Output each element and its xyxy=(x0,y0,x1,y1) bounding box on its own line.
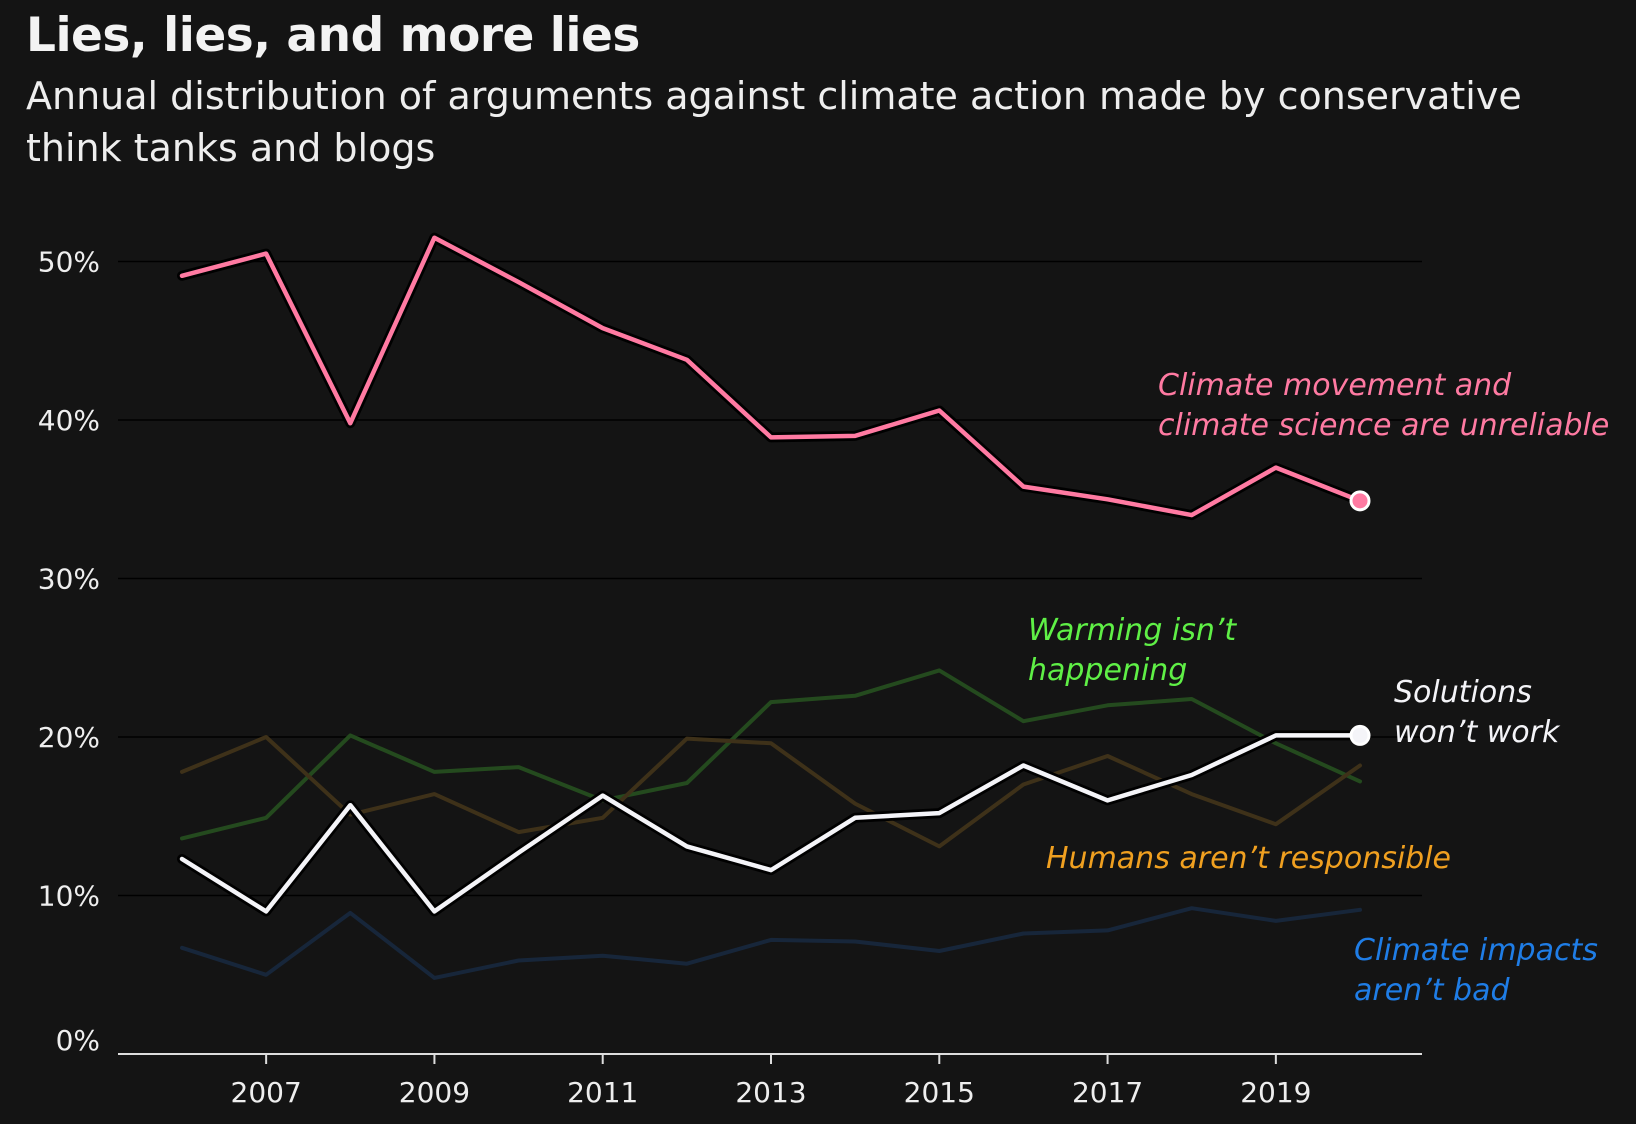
series-label-line: Solutions xyxy=(1394,675,1532,710)
secondary-series xyxy=(180,668,1362,980)
series-label-0: Climate movement and climate science are … xyxy=(1158,368,1609,443)
series-label-2: Humans aren’t responsible xyxy=(1046,841,1451,876)
x-tick-label-2019: 2019 xyxy=(1240,1076,1311,1109)
gridlines xyxy=(118,260,1422,897)
highlighted-series xyxy=(177,232,1365,917)
series-labels: Climate movement and climate science are … xyxy=(1028,368,1609,1008)
x-tick-label-2015: 2015 xyxy=(904,1076,975,1109)
series-end-marker-3 xyxy=(1349,724,1371,746)
series-line-2 xyxy=(180,735,1362,849)
series-label-3: Solutions won’t work xyxy=(1394,675,1561,750)
series-label-1: Warming isn’t happening xyxy=(1028,613,1237,688)
series-line-4 xyxy=(180,906,1362,980)
series-outline-3 xyxy=(177,730,1365,917)
series-label-line: aren’t bad xyxy=(1354,973,1510,1008)
x-tick-label-2013: 2013 xyxy=(735,1076,806,1109)
y-tick-label-50: 50% xyxy=(38,246,100,279)
x-tick-label-2017: 2017 xyxy=(1072,1076,1143,1109)
y-tick-label-40: 40% xyxy=(38,404,100,437)
series-label-line: Climate movement and xyxy=(1158,368,1512,403)
series-label-line: Humans aren’t responsible xyxy=(1046,841,1451,876)
series-label-4: Climate impacts aren’t bad xyxy=(1354,933,1598,1008)
series-label-line: happening xyxy=(1028,653,1187,688)
series-end-marker-0 xyxy=(1349,490,1371,512)
series-line-0 xyxy=(179,235,1363,518)
series-label-line: Climate impacts xyxy=(1354,933,1598,968)
y-tick-label-0: 0% xyxy=(56,1024,100,1057)
y-tick-label-30: 30% xyxy=(38,563,100,596)
axes: 0% 10% 20% 30% 40% 50% 2007 2009 2011 2013 2015 201… xyxy=(38,246,1422,1109)
x-tick-label-2007: 2007 xyxy=(231,1076,302,1109)
y-tick-label-20: 20% xyxy=(38,721,100,754)
chart-subtitle: Annual distribution of arguments against… xyxy=(26,74,1522,170)
x-tick-label-2011: 2011 xyxy=(567,1076,638,1109)
series-line-3 xyxy=(179,733,1363,914)
x-tick-label-2009: 2009 xyxy=(399,1076,470,1109)
chart-title: Lies, lies, and more lies xyxy=(26,8,640,63)
series-label-line: Warming isn’t xyxy=(1028,613,1237,648)
y-tick-label-10: 10% xyxy=(38,880,100,913)
series-line-1 xyxy=(180,668,1362,841)
series-label-line: won’t work xyxy=(1394,715,1561,750)
end-markers xyxy=(1349,490,1371,746)
series-label-line: climate science are unreliable xyxy=(1158,408,1609,443)
